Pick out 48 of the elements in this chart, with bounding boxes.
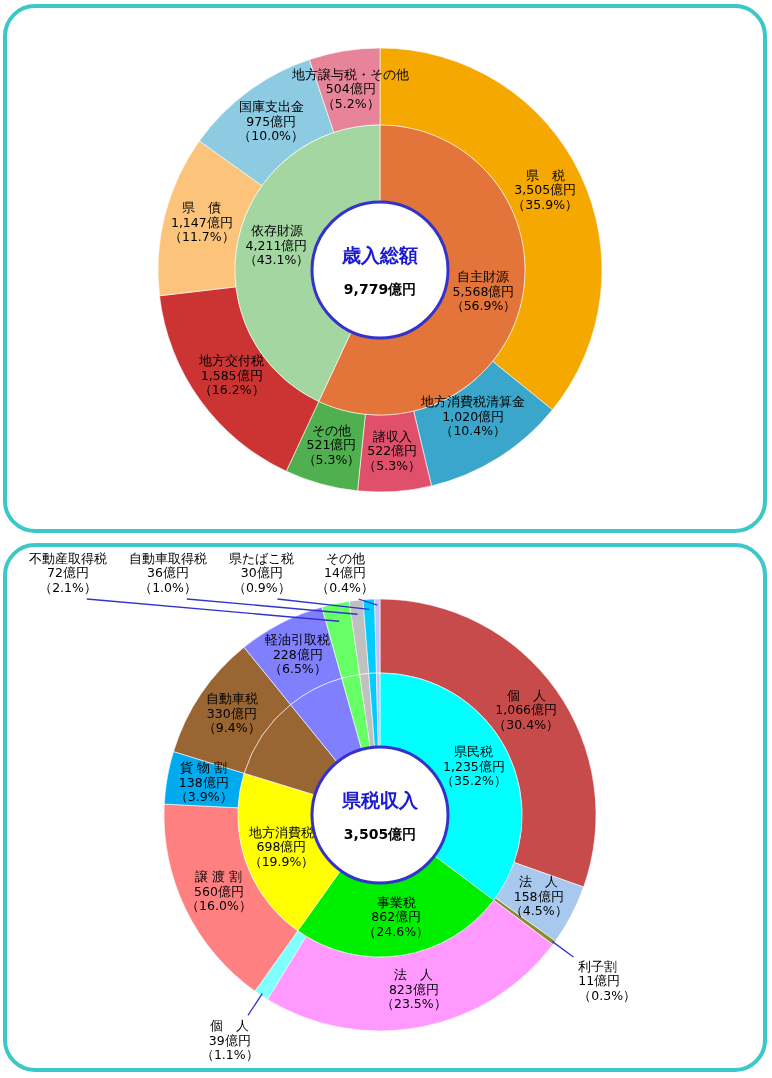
data-label: 560億円（16.0%） (186, 883, 252, 914)
slice-label: 自動車税 (205, 691, 258, 707)
data-label: 521億円（5.3%） (302, 437, 361, 467)
slice-label: 県たばこ税 (229, 550, 295, 566)
data-label: 138億円（3.9%） (174, 774, 233, 805)
data-label: 975億円（10.0%） (238, 113, 305, 144)
slice-label: 不動産取得税 (29, 550, 107, 566)
data-label: 30億円（0.9%） (232, 565, 291, 595)
slice-label: 県 債 (182, 200, 222, 216)
slice-label: 利子割 (578, 958, 618, 974)
data-label: 自主財源5,568億円（56.9%） (450, 269, 517, 314)
data-label: 1,147億円（11.7%） (168, 214, 235, 245)
data-label: 1,020億円（10.4%） (440, 408, 507, 439)
slice-label: 軽油引取税 (265, 632, 331, 648)
data-label: 3,505億円（35.9%） (512, 182, 579, 212)
data-label: 事業税862億円（24.6%） (363, 894, 430, 939)
data-label: 県民税1,235億円（35.2%） (441, 744, 507, 789)
data-label: 330億円（9.4%） (202, 705, 261, 736)
data-label: 36億円（1.0%） (139, 565, 197, 595)
text: 歳入総額 (341, 244, 418, 266)
data-label: 地方消費税698億円（19.9%） (248, 824, 315, 869)
slice-label: 国庫支出金 (238, 99, 304, 115)
text: 9,779億円 (343, 281, 417, 297)
data-label: 504億円（5.2%） (321, 81, 380, 111)
data-label: 14億円（0.4%） (316, 565, 374, 595)
text: 県税収入 (341, 789, 419, 811)
slice-label: その他 (325, 550, 365, 566)
data-label: 11億円（0.3%） (578, 973, 637, 1003)
data-label: 228億円（6.5%） (268, 646, 327, 677)
data-label: 158億円（4.5%） (509, 888, 568, 919)
data-label: 522億円（5.3%） (363, 443, 422, 473)
text: 3,505億円 (343, 826, 417, 842)
slice-label: 譲 渡 割 (195, 869, 243, 885)
slice-label: 法 人 (519, 874, 559, 890)
data-label: 72億円（2.1%） (39, 565, 97, 595)
data-label: 39億円（1.1%） (200, 1032, 259, 1063)
slice-label: 諸収入 (372, 428, 412, 444)
data-label: 1,585億円（16.2%） (198, 367, 265, 398)
slice-label: 地方交付税 (198, 353, 265, 369)
slice-label: 個 人 (210, 1018, 250, 1034)
data-label: 依存財源4,211億円（43.1%） (243, 223, 310, 268)
slice-label: 法 人 (394, 967, 434, 983)
slice-label: その他 (311, 422, 351, 438)
data-label: 823億円（23.5%） (380, 981, 447, 1012)
data-label: 1,066億円（30.4%） (493, 702, 560, 732)
slice-label: 自動車取得税 (129, 550, 207, 566)
slice-label: 個 人 (506, 687, 546, 703)
slice-label: 県 税 (525, 167, 565, 183)
